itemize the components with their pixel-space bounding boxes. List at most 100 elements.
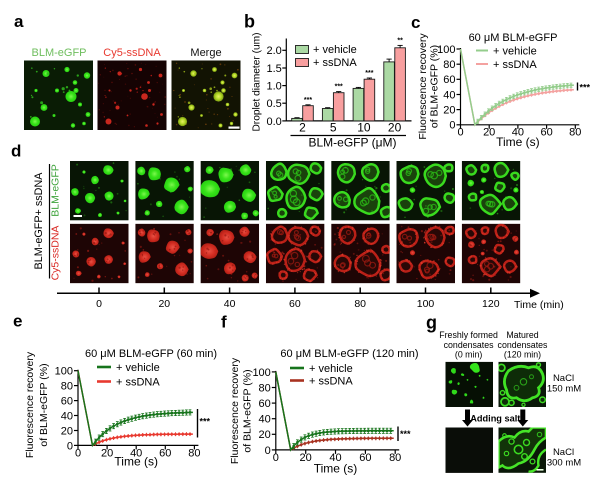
svg-text:***: *** <box>304 97 312 104</box>
svg-text:Time (s): Time (s) <box>114 455 158 469</box>
svg-text:Fluorescence recovery: Fluorescence recovery <box>417 33 429 140</box>
svg-text:60 μM BLM-eGFP (60 min): 60 μM BLM-eGFP (60 min) <box>85 348 217 360</box>
svg-text:0.0: 0.0 <box>267 116 282 128</box>
svg-text:Time (s): Time (s) <box>496 135 540 149</box>
svg-text:40: 40 <box>512 127 524 139</box>
svg-text:+ vehicle: + vehicle <box>493 45 537 57</box>
svg-text:***: *** <box>400 429 411 439</box>
svg-text:+ ssDNA: + ssDNA <box>493 59 537 71</box>
svg-text:Time (s): Time (s) <box>314 462 358 476</box>
svg-text:300 mM: 300 mM <box>547 457 581 468</box>
svg-text:+ vehicle: + vehicle <box>309 363 353 375</box>
svg-text:NaCl: NaCl <box>553 447 574 458</box>
svg-text:of BLM-eGFP (%): of BLM-eGFP (%) <box>38 363 50 446</box>
svg-text:20: 20 <box>158 298 170 310</box>
svg-text:20: 20 <box>259 429 271 441</box>
svg-text:80: 80 <box>389 452 401 464</box>
svg-text:100: 100 <box>252 367 270 379</box>
svg-text:+ vehicle: + vehicle <box>313 44 357 56</box>
svg-text:1.0: 1.0 <box>267 81 282 93</box>
svg-text:+ ssDNA: + ssDNA <box>313 57 357 69</box>
svg-text:condensates: condensates <box>444 340 494 350</box>
svg-text:Fluorescence recovery: Fluorescence recovery <box>229 357 241 464</box>
svg-text:d: d <box>11 142 21 161</box>
svg-text:40: 40 <box>61 410 73 422</box>
svg-text:0.5: 0.5 <box>267 98 282 110</box>
svg-text:Freshly formed: Freshly formed <box>439 330 498 340</box>
svg-text:f: f <box>221 313 227 332</box>
svg-text:20: 20 <box>61 425 73 437</box>
svg-text:120: 120 <box>482 298 500 310</box>
svg-text:a: a <box>14 12 24 31</box>
svg-text:60 μM BLM-eGFP (120 min): 60 μM BLM-eGFP (120 min) <box>280 348 418 360</box>
svg-text:e: e <box>13 312 22 331</box>
svg-text:20: 20 <box>443 105 455 117</box>
svg-text:0: 0 <box>67 440 73 452</box>
svg-text:20: 20 <box>483 127 495 139</box>
svg-text:b: b <box>244 12 255 32</box>
svg-text:60: 60 <box>159 447 171 459</box>
svg-text:NaCl: NaCl <box>553 373 574 384</box>
svg-text:10: 10 <box>357 121 371 135</box>
svg-text:60: 60 <box>540 127 552 139</box>
svg-text:100: 100 <box>417 298 435 310</box>
svg-text:c: c <box>411 13 420 32</box>
svg-text:0: 0 <box>273 452 279 464</box>
svg-text:40: 40 <box>224 298 236 310</box>
svg-text:***: *** <box>580 83 591 93</box>
svg-text:Cy5-ssDNA: Cy5-ssDNA <box>50 226 62 281</box>
svg-text:80: 80 <box>61 381 73 393</box>
svg-text:2: 2 <box>299 121 306 135</box>
svg-text:BLM-eGFP+ ssDNA: BLM-eGFP+ ssDNA <box>33 172 45 270</box>
svg-text:80: 80 <box>188 447 200 459</box>
svg-text:150 mM: 150 mM <box>547 383 581 394</box>
svg-text:of BLM-eGFP (%): of BLM-eGFP (%) <box>242 369 254 452</box>
svg-text:20: 20 <box>101 447 113 459</box>
svg-text:0: 0 <box>449 120 455 132</box>
svg-text:of BLM-eGFP (%): of BLM-eGFP (%) <box>429 45 441 128</box>
svg-text:BLM-eGFP: BLM-eGFP <box>31 47 86 59</box>
svg-text:0: 0 <box>75 447 81 459</box>
svg-text:**: ** <box>397 37 403 44</box>
svg-text:40: 40 <box>259 414 271 426</box>
svg-text:60 μM BLM-eGFP: 60 μM BLM-eGFP <box>469 32 558 44</box>
svg-text:60: 60 <box>359 452 371 464</box>
svg-text:BLM-eGFP: BLM-eGFP <box>50 164 62 217</box>
svg-text:Droplet diameter (um): Droplet diameter (um) <box>252 32 263 131</box>
svg-text:1.5: 1.5 <box>267 63 282 75</box>
svg-text:Time (min): Time (min) <box>514 299 564 311</box>
svg-text:(0 min): (0 min) <box>455 350 482 360</box>
svg-text:g: g <box>426 313 437 333</box>
svg-text:40: 40 <box>130 447 142 459</box>
svg-text:0: 0 <box>457 127 463 139</box>
svg-text:***: *** <box>365 70 373 77</box>
svg-text:(120 min): (120 min) <box>504 350 541 360</box>
svg-text:60: 60 <box>259 398 271 410</box>
svg-text:condensates: condensates <box>498 340 548 350</box>
svg-text:60: 60 <box>289 298 301 310</box>
svg-text:100: 100 <box>437 44 455 56</box>
svg-text:+ ssDNA: + ssDNA <box>116 376 160 388</box>
svg-text:80: 80 <box>569 127 581 139</box>
svg-text:60: 60 <box>443 74 455 86</box>
svg-text:Cy5-ssDNA: Cy5-ssDNA <box>103 47 161 59</box>
svg-text:0: 0 <box>265 445 271 457</box>
svg-text:80: 80 <box>443 59 455 71</box>
svg-text:100: 100 <box>55 366 73 378</box>
svg-text:2.0: 2.0 <box>267 45 282 57</box>
svg-text:5: 5 <box>330 121 337 135</box>
svg-text:+ ssDNA: + ssDNA <box>309 375 353 387</box>
svg-text:***: *** <box>200 417 211 427</box>
svg-text:Fluorescence recovery: Fluorescence recovery <box>24 351 36 458</box>
svg-text:80: 80 <box>259 382 271 394</box>
svg-text:80: 80 <box>354 298 366 310</box>
svg-text:***: *** <box>335 84 343 91</box>
svg-text:Matured: Matured <box>506 330 538 340</box>
svg-text:40: 40 <box>329 452 341 464</box>
svg-text:20: 20 <box>388 121 402 135</box>
svg-text:20: 20 <box>300 452 312 464</box>
svg-text:40: 40 <box>443 89 455 101</box>
svg-text:BLM-eGFP (μM): BLM-eGFP (μM) <box>308 136 396 150</box>
svg-text:60: 60 <box>61 395 73 407</box>
svg-text:0: 0 <box>96 298 102 310</box>
